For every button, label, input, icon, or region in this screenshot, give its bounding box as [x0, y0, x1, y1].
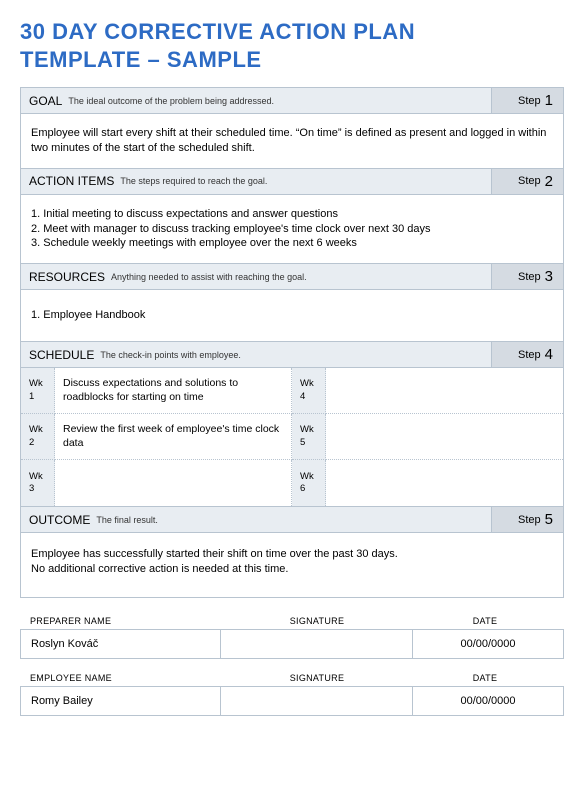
outcome-body: Employee has successfully started their …: [21, 533, 563, 597]
signature-block-employee: EMPLOYEE NAME SIGNATURE DATE Romy Bailey…: [20, 673, 564, 716]
section-action: ACTION ITEMS The steps required to reach…: [20, 168, 564, 265]
schedule-wk1-label: Wk 1: [21, 368, 55, 414]
goal-body: Employee will start every shift at their…: [21, 114, 563, 168]
section-schedule-head: SCHEDULE The check-in points with employ…: [21, 342, 563, 368]
step-word: Step: [518, 349, 541, 361]
schedule-wk2-label: Wk 2: [21, 414, 55, 460]
outcome-step-num: 5: [545, 511, 553, 528]
goal-label: GOAL: [21, 94, 68, 108]
page-title: 30 DAY CORRECTIVE ACTION PLAN TEMPLATE –…: [20, 18, 564, 73]
preparer-signature: [221, 630, 413, 658]
sig-label-date-2: DATE: [410, 673, 560, 683]
resources-desc: Anything needed to assist with reaching …: [111, 272, 491, 282]
schedule-step-num: 4: [545, 346, 553, 363]
schedule-wk2-text: Review the first week of employee's time…: [55, 414, 292, 460]
resources-body: 1. Employee Handbook: [21, 290, 563, 341]
sig-head-preparer: PREPARER NAME SIGNATURE DATE: [20, 616, 564, 629]
sig-label-date: DATE: [410, 616, 560, 626]
schedule-desc: The check-in points with employee.: [100, 350, 491, 360]
outcome-line-2: No additional corrective action is neede…: [31, 562, 553, 577]
employee-name: Romy Bailey: [21, 687, 221, 715]
outcome-step: Step 5: [491, 507, 563, 532]
sig-role-preparer: PREPARER NAME: [24, 616, 224, 626]
schedule-wk6-text: [326, 460, 563, 506]
outcome-line-1: Employee has successfully started their …: [31, 547, 553, 562]
preparer-date: 00/00/0000: [413, 630, 563, 658]
employee-signature: [221, 687, 413, 715]
action-item-3: 3. Schedule weekly meetings with employe…: [31, 236, 553, 251]
schedule-wk6-label: Wk 6: [292, 460, 326, 506]
section-goal: GOAL The ideal outcome of the problem be…: [20, 87, 564, 169]
goal-step: Step 1: [491, 88, 563, 113]
schedule-wk5-text: [326, 414, 563, 460]
action-body: 1. Initial meeting to discuss expectatio…: [21, 195, 563, 264]
schedule-wk3-label: Wk 3: [21, 460, 55, 506]
resources-item-1: 1. Employee Handbook: [31, 308, 553, 323]
step-word: Step: [518, 514, 541, 526]
action-item-2: 2. Meet with manager to discuss tracking…: [31, 222, 553, 237]
action-item-1: 1. Initial meeting to discuss expectatio…: [31, 207, 553, 222]
step-word: Step: [518, 95, 541, 107]
action-desc: The steps required to reach the goal.: [120, 176, 491, 186]
goal-desc: The ideal outcome of the problem being a…: [68, 96, 491, 106]
sig-label-signature: SIGNATURE: [224, 616, 410, 626]
section-outcome: OUTCOME The final result. Step 5 Employe…: [20, 506, 564, 598]
schedule-wk3-text: [55, 460, 292, 506]
goal-step-num: 1: [545, 92, 553, 109]
section-schedule: SCHEDULE The check-in points with employ…: [20, 341, 564, 507]
section-goal-head: GOAL The ideal outcome of the problem be…: [21, 88, 563, 114]
schedule-table: Wk 1 Discuss expectations and solutions …: [21, 368, 563, 506]
schedule-wk5-label: Wk 5: [292, 414, 326, 460]
resources-label: RESOURCES: [21, 270, 111, 284]
action-step: Step 2: [491, 169, 563, 194]
action-label: ACTION ITEMS: [21, 174, 120, 188]
resources-step: Step 3: [491, 264, 563, 289]
schedule-wk1-text: Discuss expectations and solutions to ro…: [55, 368, 292, 414]
step-word: Step: [518, 175, 541, 187]
outcome-label: OUTCOME: [21, 513, 96, 527]
outcome-desc: The final result.: [96, 515, 491, 525]
sig-row-preparer: Roslyn Kováč 00/00/0000: [20, 629, 564, 659]
section-outcome-head: OUTCOME The final result. Step 5: [21, 507, 563, 533]
section-action-head: ACTION ITEMS The steps required to reach…: [21, 169, 563, 195]
sig-head-employee: EMPLOYEE NAME SIGNATURE DATE: [20, 673, 564, 686]
resources-step-num: 3: [545, 268, 553, 285]
step-word: Step: [518, 271, 541, 283]
schedule-wk4-label: Wk 4: [292, 368, 326, 414]
sig-label-signature-2: SIGNATURE: [224, 673, 410, 683]
preparer-name: Roslyn Kováč: [21, 630, 221, 658]
schedule-step: Step 4: [491, 342, 563, 367]
section-resources-head: RESOURCES Anything needed to assist with…: [21, 264, 563, 290]
schedule-wk4-text: [326, 368, 563, 414]
employee-date: 00/00/0000: [413, 687, 563, 715]
signature-block-preparer: PREPARER NAME SIGNATURE DATE Roslyn Ková…: [20, 616, 564, 659]
sig-role-employee: EMPLOYEE NAME: [24, 673, 224, 683]
section-resources: RESOURCES Anything needed to assist with…: [20, 263, 564, 342]
title-line-1: 30 DAY CORRECTIVE ACTION PLAN: [20, 18, 564, 46]
schedule-label: SCHEDULE: [21, 348, 100, 362]
sig-row-employee: Romy Bailey 00/00/0000: [20, 686, 564, 716]
action-step-num: 2: [545, 173, 553, 190]
title-line-2: TEMPLATE – SAMPLE: [20, 46, 564, 74]
